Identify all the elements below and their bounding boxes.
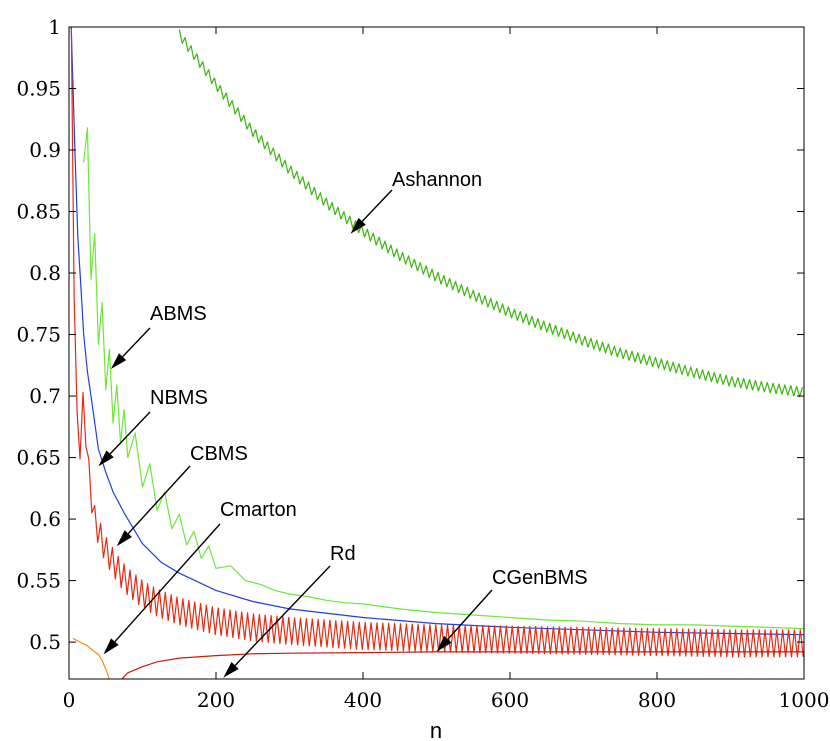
arrowhead-cgenbms (436, 635, 452, 652)
arrowhead-ashannon (350, 217, 366, 234)
arrow-cgenbms (447, 589, 493, 640)
series-nbms (70, 27, 804, 636)
label-cmarton: Cmarton (220, 499, 297, 521)
arrow-ashannon (361, 189, 393, 222)
y-tick-label: 0.65 (16, 446, 61, 470)
y-tick-label: 1 (48, 15, 61, 39)
series-cmarton (72, 637, 110, 679)
label-nbms: NBMS (150, 387, 208, 409)
arrowhead-cmarton (103, 638, 119, 655)
arrow-nbms (109, 411, 151, 455)
series-abms (83, 127, 804, 630)
y-tick-label: 0.9 (29, 138, 61, 162)
y-tick-label: 0.85 (16, 200, 61, 224)
y-tick-label: 0.7 (29, 384, 61, 408)
y-tick-label: 0.75 (16, 323, 61, 347)
x-axis-title: n (430, 718, 442, 741)
series-layer (70, 27, 804, 679)
label-abms: ABMS (150, 303, 207, 325)
label-ashannon: Ashannon (392, 169, 482, 191)
y-tick-label: 0.5 (29, 630, 61, 654)
arrowhead-rd (223, 662, 239, 678)
x-tick-label: 400 (344, 688, 382, 712)
arrowhead-cbms (116, 530, 132, 547)
y-tick-label: 0.55 (16, 569, 61, 593)
label-cbms: CBMS (190, 443, 248, 465)
x-tick-label: 600 (491, 688, 529, 712)
arrow-rd (234, 565, 331, 666)
x-tick-label: 0 (63, 688, 76, 712)
series-ashannon (178, 29, 804, 398)
label-cgenbms: CGenBMS (492, 567, 588, 589)
series-cbms (70, 27, 804, 658)
y-tick-label: 0.8 (29, 261, 61, 285)
arrow-cbms (127, 465, 191, 535)
annotation-layer: Ashannon ABMS NBMS CBMS Cmarton Rd CGenBMS (98, 169, 588, 678)
arrow-abms (122, 327, 151, 358)
y-tick-label: 0.6 (29, 507, 61, 531)
plot-frame (68, 26, 805, 680)
arrowhead-nbms (98, 450, 114, 467)
label-rd: Rd (330, 543, 356, 565)
ticks-layer: 0 200 400 600 800 1000 1 0.95 0.9 0.85 0.8 0.75 0.7 0… (16, 15, 829, 712)
series-cgenbms (121, 651, 804, 679)
y-tick-label: 0.95 (16, 77, 61, 101)
arrowhead-abms (110, 353, 127, 369)
x-tick-label: 200 (197, 688, 235, 712)
x-tick-label: 1000 (779, 688, 830, 712)
arrow-cmarton (114, 523, 221, 643)
x-tick-label: 800 (638, 688, 676, 712)
